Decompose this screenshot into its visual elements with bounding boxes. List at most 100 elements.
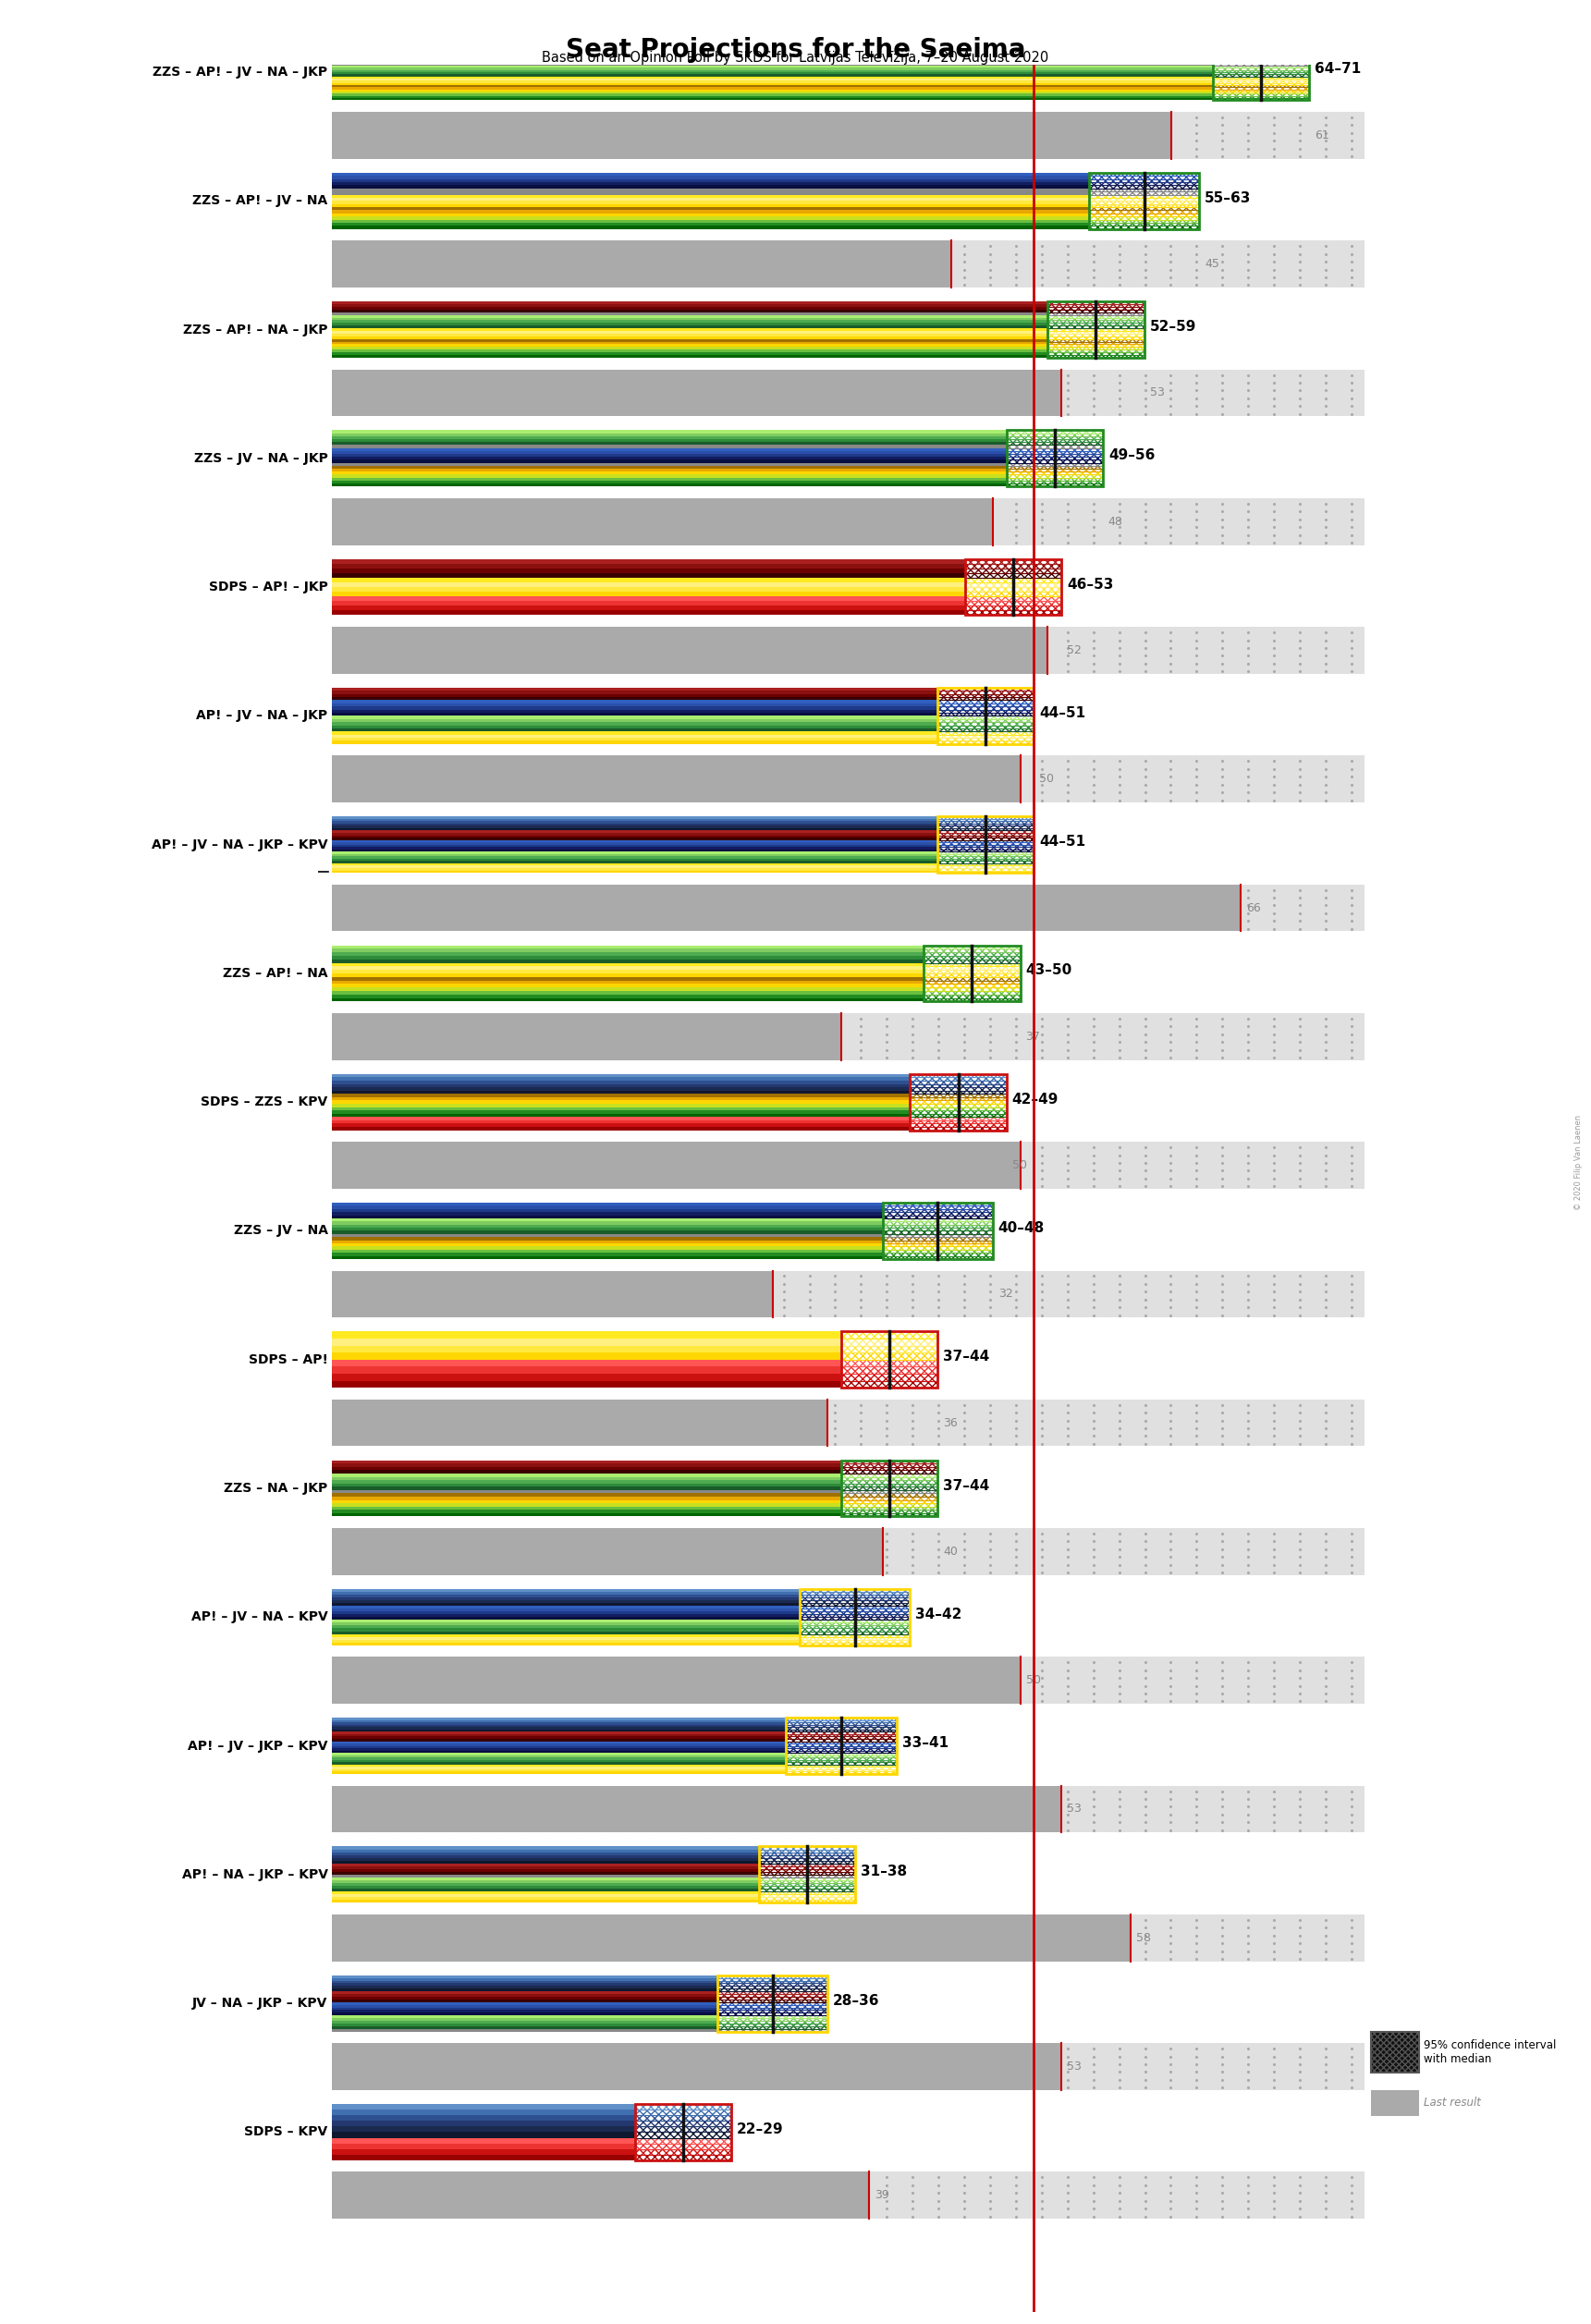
Bar <box>333 335 1144 337</box>
Bar <box>924 946 1020 1002</box>
Bar <box>333 353 1144 356</box>
Bar <box>1048 302 1144 358</box>
Bar <box>937 816 1034 818</box>
Bar <box>786 1738 896 1741</box>
Bar <box>333 483 1103 486</box>
Text: 52: 52 <box>1068 644 1082 655</box>
Bar <box>333 2154 732 2161</box>
Bar <box>333 1246 993 1250</box>
Bar <box>842 1346 937 1353</box>
Bar <box>924 969 1020 974</box>
Bar <box>333 569 1061 574</box>
Bar <box>333 1750 896 1752</box>
Bar <box>333 704 1034 706</box>
Bar <box>1088 186 1200 188</box>
Bar <box>333 860 1034 862</box>
Bar <box>937 846 1034 848</box>
Bar <box>333 328 1144 330</box>
Bar <box>842 1459 937 1518</box>
Bar <box>333 1766 896 1769</box>
Bar <box>759 1852 854 1855</box>
Bar <box>1048 309 1144 311</box>
Bar <box>937 827 1034 830</box>
Bar <box>910 1097 1007 1102</box>
Bar <box>333 1727 896 1729</box>
Text: ZZS – JV – NA – JKP: ZZS – JV – NA – JKP <box>194 451 328 465</box>
Bar <box>759 1862 854 1864</box>
Bar <box>800 1631 910 1634</box>
Bar <box>333 1601 910 1604</box>
Bar <box>333 741 1034 744</box>
Bar <box>883 1218 993 1222</box>
Bar <box>333 627 1048 674</box>
Bar <box>333 1785 1365 1834</box>
Bar <box>718 1975 827 2031</box>
Bar <box>333 1222 993 1225</box>
Bar <box>1007 474 1103 476</box>
Bar <box>1048 349 1144 353</box>
Bar <box>635 2138 732 2143</box>
Bar <box>937 723 1034 725</box>
Bar <box>786 1750 896 1752</box>
Bar <box>333 713 1034 716</box>
Text: ZZS – AP! – JV – NA – JKP: ZZS – AP! – JV – NA – JKP <box>153 65 328 79</box>
Bar <box>966 593 1061 597</box>
Bar <box>937 688 1034 744</box>
Bar <box>966 569 1061 574</box>
Bar <box>1048 321 1144 323</box>
Bar <box>1088 223 1200 225</box>
Bar <box>333 1850 854 1852</box>
Bar <box>333 1218 993 1222</box>
Bar <box>333 2001 827 2006</box>
Bar <box>333 697 1034 700</box>
Bar <box>718 1980 827 1982</box>
Bar <box>333 862 1034 865</box>
Bar <box>333 988 1020 990</box>
Bar <box>333 1236 993 1241</box>
Bar <box>786 1724 896 1727</box>
Bar <box>333 1590 910 1592</box>
Bar <box>333 1785 1061 1834</box>
Bar <box>842 1380 937 1387</box>
Text: 52–59: 52–59 <box>1150 321 1196 335</box>
Bar <box>333 112 1171 158</box>
Bar <box>924 946 1020 1002</box>
Bar <box>966 574 1061 579</box>
Bar <box>333 830 1034 832</box>
Bar <box>333 469 1103 472</box>
Bar <box>883 1208 993 1213</box>
Bar <box>924 995 1020 997</box>
Bar <box>333 834 1034 837</box>
Bar <box>966 560 1061 565</box>
Bar <box>333 349 1144 353</box>
Bar <box>786 1731 896 1734</box>
Bar <box>1007 442 1103 444</box>
Bar <box>333 1353 937 1360</box>
Bar <box>718 1994 827 1996</box>
Bar <box>333 1982 827 1987</box>
Bar <box>333 1996 827 1999</box>
Bar <box>635 2103 732 2110</box>
Bar <box>1088 181 1200 186</box>
Bar <box>333 311 1144 314</box>
Bar <box>333 179 1200 181</box>
Bar <box>910 1102 1007 1104</box>
Bar <box>937 841 1034 844</box>
Bar <box>842 1339 937 1346</box>
Bar <box>1007 432 1103 437</box>
Bar <box>333 597 1061 602</box>
Bar <box>842 1373 937 1380</box>
Bar <box>1371 2031 1419 2073</box>
Bar <box>333 318 1144 321</box>
Bar <box>333 727 1034 732</box>
Bar <box>333 885 1365 932</box>
Bar <box>924 948 1020 953</box>
Bar <box>937 848 1034 851</box>
Bar <box>883 1204 993 1206</box>
Bar <box>333 1013 1365 1060</box>
Bar <box>842 1360 937 1367</box>
Bar <box>333 1643 910 1645</box>
Text: 49–56: 49–56 <box>1109 449 1155 462</box>
Bar <box>883 1232 993 1234</box>
Bar <box>842 1464 937 1466</box>
